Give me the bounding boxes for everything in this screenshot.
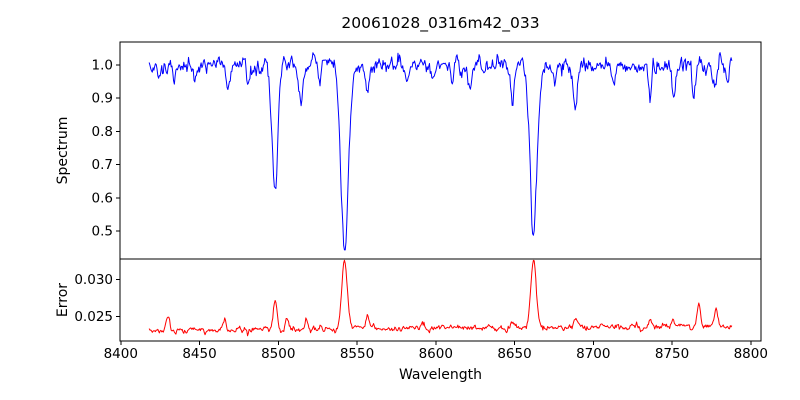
error-y-axis-label: Error [55,283,71,317]
spectrum-line [148,52,733,251]
series-layer [148,52,733,337]
x-axis-label: Wavelength [399,367,482,383]
spectrum-y-tick-label: 1.0 [92,58,113,74]
x-tick-label: 8600 [419,346,453,362]
x-tick-label: 8400 [104,346,138,362]
x-tick-label: 8450 [182,346,216,362]
spectrum-y-axis-label: Spectrum [55,117,71,185]
spectrum-y-tick-label: 0.5 [92,224,113,240]
axes-layer: 8400 8450 8500 8550 8600 8650 8700 8750 8800 0.5 0… [74,41,768,362]
x-tick-label: 8750 [655,346,689,362]
spectrum-panel-box [119,41,762,260]
spectrum-y-tick-label: 0.9 [92,91,113,107]
spectrum-y-tick-label: 0.8 [92,124,113,140]
error-y-tick-label: 0.025 [74,309,113,325]
x-tick-label: 8500 [261,346,295,362]
x-tick-label: 8800 [734,346,768,362]
error-panel-box [119,258,762,342]
spectrum-y-tick-label: 0.7 [92,157,113,173]
spectrum-y-tick-label: 0.6 [92,190,113,206]
x-tick-label: 8650 [497,346,531,362]
plot-title: 20061028_0316m42_033 [341,14,539,33]
error-y-tick-label: 0.030 [74,272,113,288]
error-line [148,259,733,337]
x-tick-label: 8700 [576,346,610,362]
x-tick-label: 8550 [340,346,374,362]
